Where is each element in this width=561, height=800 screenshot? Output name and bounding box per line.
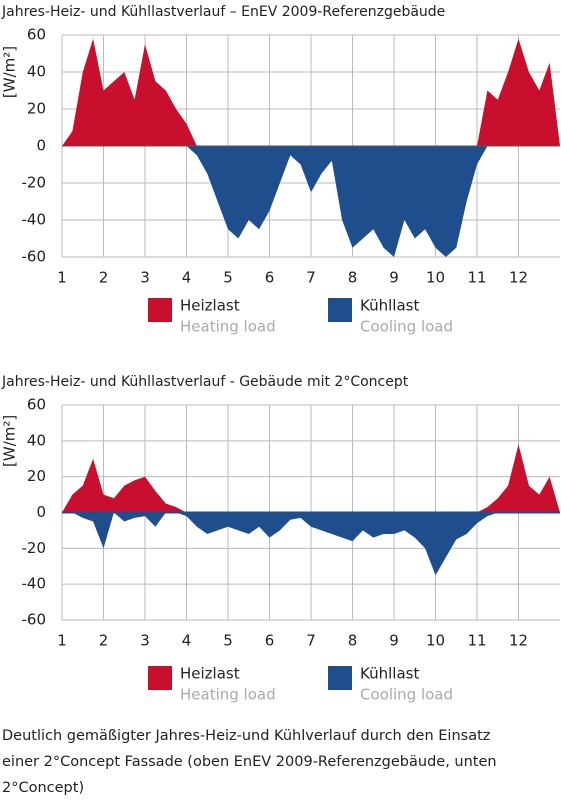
legend-label: Heizlast [180,297,240,315]
legend-swatch [328,666,352,690]
legend-swatch [148,298,172,322]
x-tick-label: 11 [467,269,486,287]
x-tick-label: 6 [265,632,275,650]
y-tick-label: -20 [22,539,47,557]
area [62,38,560,147]
chart-title: Jahres-Heiz- und Kühllastverlauf - Gebäu… [1,374,409,390]
x-tick-label: 7 [306,632,316,650]
x-tick-label: 12 [509,269,528,287]
legend-label: Kühllast [360,665,419,683]
y-tick-label: 0 [36,137,46,155]
y-tick-label: 40 [27,63,46,81]
legend-label-en: Heating load [180,686,276,704]
x-tick-label: 10 [426,632,445,650]
y-tick-label: 60 [27,396,46,414]
y-tick-label: -40 [22,211,47,229]
y-tick-label: 60 [27,26,46,44]
x-tick-label: 1 [57,632,67,650]
x-tick-label: 6 [265,269,275,287]
x-tick-label: 5 [223,269,233,287]
y-tick-label: 20 [27,467,46,485]
legend-label-en: Cooling load [360,318,453,336]
area [62,146,560,257]
legend-label: Kühllast [360,297,419,315]
area [62,444,560,513]
y-tick-label: -60 [22,248,47,266]
y-axis-label: [W/m²] [1,46,19,98]
legend-swatch [148,666,172,690]
x-tick-label: 12 [509,632,528,650]
y-tick-label: 0 [36,503,46,521]
caption-line: 2°Concept) [2,780,84,796]
x-tick-label: 2 [99,632,109,650]
y-tick-label: -20 [22,174,47,192]
x-tick-label: 2 [99,269,109,287]
y-tick-label: -40 [22,575,47,593]
caption-line: Deutlich gemäßigter Jahres-Heiz-und Kühl… [2,728,490,744]
x-tick-label: 7 [306,269,316,287]
x-tick-label: 3 [140,269,150,287]
y-tick-label: 20 [27,100,46,118]
y-tick-label: -60 [22,611,47,629]
area [62,512,560,576]
y-tick-label: 40 [27,431,46,449]
x-tick-label: 8 [348,632,358,650]
x-tick-label: 10 [426,269,445,287]
caption-line: einer 2°Concept Fassade (oben EnEV 2009-… [2,754,497,770]
x-tick-label: 9 [389,632,399,650]
legend-label-en: Heating load [180,318,276,336]
x-tick-label: 11 [467,632,486,650]
chart-title: Jahres-Heiz- und Kühllastverlauf – EnEV … [1,4,445,20]
x-tick-label: 5 [223,632,233,650]
x-tick-label: 9 [389,269,399,287]
legend-label: Heizlast [180,665,240,683]
x-tick-label: 4 [182,269,192,287]
x-tick-label: 4 [182,632,192,650]
x-tick-label: 3 [140,632,150,650]
legend-label-en: Cooling load [360,686,453,704]
y-axis-label: [W/m²] [1,415,19,467]
legend-swatch [328,298,352,322]
x-tick-label: 8 [348,269,358,287]
x-tick-label: 1 [57,269,67,287]
